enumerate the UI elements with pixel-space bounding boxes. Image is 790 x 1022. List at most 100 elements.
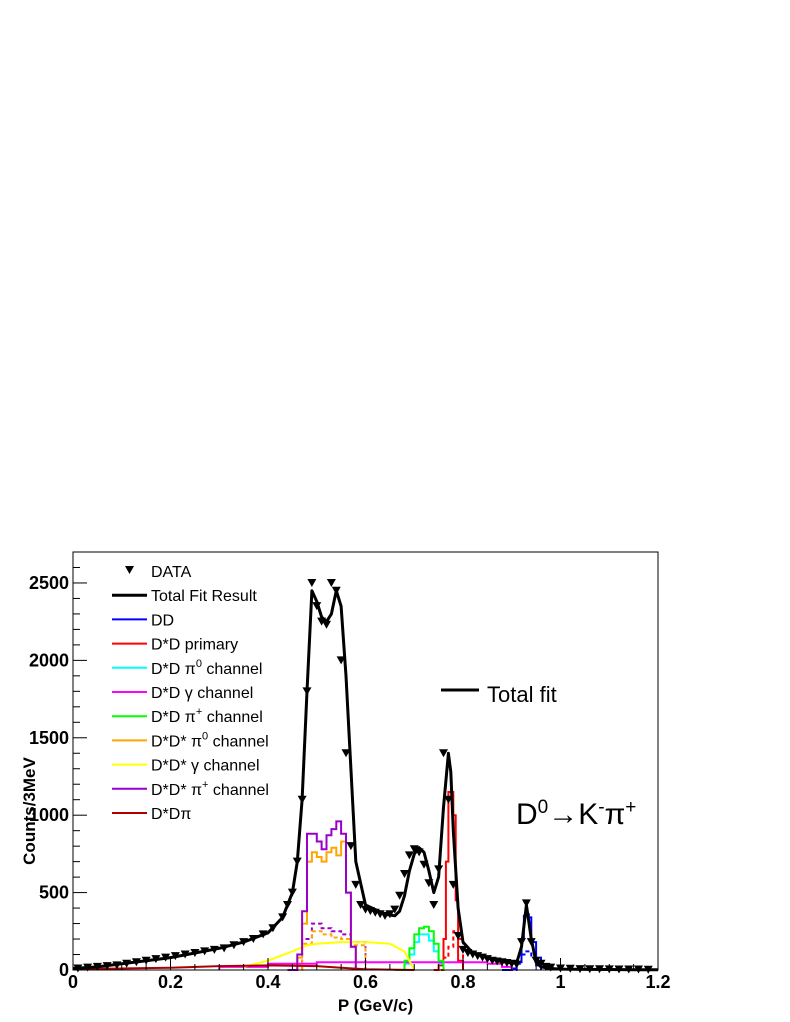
legend-item-dsd_pip: D*D π+ channel — [112, 706, 263, 726]
data-point — [209, 945, 219, 954]
data-point — [526, 938, 536, 947]
data-point — [341, 749, 351, 758]
x-tick-label-6: 1.2 — [645, 972, 670, 992]
data-point — [351, 880, 361, 889]
decay-arrow: → — [548, 798, 578, 831]
legend-item-dsd_gamma: D*D γ channel — [112, 685, 253, 702]
legend-label-main: D*D* γ channel — [151, 758, 260, 775]
x-tick-label-2: 0.4 — [255, 972, 280, 992]
data-point — [317, 617, 327, 626]
data-point — [180, 950, 190, 959]
data-point — [170, 952, 180, 961]
data-point — [131, 958, 141, 967]
legend-label-dsd_pi0: D*D π0 channel — [151, 658, 262, 678]
data-point — [565, 964, 575, 973]
y-tick-label-2: 1000 — [29, 805, 69, 825]
legend-label-sup: + — [196, 706, 202, 718]
legend-label-total: Total Fit Result — [151, 588, 257, 605]
data-point — [346, 842, 356, 851]
data-point — [439, 749, 448, 758]
data-point — [161, 953, 171, 962]
legend: DATA Total Fit Result DD D*D primary D*D π0 … — [112, 564, 269, 823]
data-point — [585, 965, 595, 974]
legend-label-main: D*D* π — [151, 733, 202, 750]
data-point — [395, 891, 405, 900]
legend-label-main: DD — [151, 612, 174, 629]
legend-item-dsd_primary: D*D primary — [112, 637, 238, 654]
data-point — [112, 961, 122, 970]
data-point — [190, 948, 200, 957]
y-tick-label-4: 2000 — [29, 650, 69, 670]
series-dsds_pip_dash — [287, 922, 367, 971]
data-point — [400, 870, 409, 879]
total-fit-annotation: Total fit — [441, 682, 557, 707]
data-point — [239, 938, 249, 947]
series-dsd_pip — [394, 925, 445, 971]
data-point — [443, 795, 453, 804]
x-tick-label-0: 0 — [68, 972, 78, 992]
data-point — [424, 879, 434, 888]
data-point — [258, 930, 268, 939]
data-point — [151, 955, 161, 964]
legend-label-sup: + — [202, 779, 208, 791]
y-tick-label-1: 500 — [39, 883, 69, 903]
legend-item-dsds_pi0: D*D* π0 channel — [112, 730, 269, 750]
data-point — [122, 959, 132, 968]
data-point — [268, 924, 278, 933]
legend-item-total: Total Fit Result — [112, 588, 257, 605]
series-dsds_pip — [287, 820, 357, 971]
legend-item-dd: DD — [112, 612, 174, 629]
legend-label-dsds_pip: D*D* π+ channel — [151, 779, 269, 799]
legend-label-sup: 0 — [196, 658, 202, 670]
data-point — [512, 960, 522, 969]
data-point — [595, 965, 604, 974]
legend-label-dsd_gamma: D*D γ channel — [151, 685, 253, 702]
data-point — [531, 956, 541, 965]
data-point — [102, 962, 112, 971]
data-point — [200, 947, 210, 956]
data-point — [385, 910, 395, 919]
data-point — [73, 964, 83, 973]
data-point — [575, 965, 585, 974]
legend-label-tail: channel — [202, 661, 263, 678]
x-tick-label-5: 1 — [555, 972, 565, 992]
data-point — [458, 945, 468, 954]
legend-label-main: D*D π — [151, 709, 196, 726]
legend-item-dsdpi: D*Dπ — [112, 806, 191, 823]
x-tick-label-1: 0.2 — [158, 972, 183, 992]
x-tick-label-3: 0.6 — [353, 972, 378, 992]
data-point — [536, 959, 546, 968]
decay-label: D0→K-π+ — [516, 797, 636, 831]
data-point — [292, 857, 302, 866]
data-point — [546, 963, 556, 972]
y-tick-label-3: 1500 — [29, 728, 69, 748]
data-point — [141, 956, 151, 965]
legend-label-main: D*Dπ — [151, 806, 191, 823]
legend-label-main: D*D* π — [151, 782, 202, 799]
axes-layer: 0 0.2 0.4 0.6 0.8 1 1.2 0 500 1000 1500 2000 2500 — [29, 566, 671, 992]
decay-pion-sup: + — [625, 797, 636, 818]
data-point — [409, 845, 419, 854]
data-point — [517, 938, 526, 947]
decay-parent: D — [516, 798, 538, 831]
y-tick-label-0: 0 — [59, 960, 69, 980]
data-point — [429, 900, 439, 909]
decay-kaon-sup: - — [598, 797, 604, 818]
data-point — [356, 900, 366, 909]
data-point — [326, 578, 336, 587]
x-axis-label: P (GeV/c) — [338, 996, 413, 1015]
data-point — [219, 944, 229, 953]
data-point — [453, 931, 463, 940]
legend-item-dsds_gamma: D*D* γ channel — [112, 758, 260, 775]
data-point — [312, 602, 322, 611]
decay-pion: π — [605, 798, 626, 831]
data-point — [297, 795, 307, 804]
legend-label-tail: channel — [208, 733, 269, 750]
data-point — [287, 888, 297, 897]
legend-label-main: D*D γ channel — [151, 685, 253, 702]
data-point — [448, 880, 458, 889]
series-dsd_pi0 — [394, 933, 445, 971]
legend-item-data: DATA — [125, 564, 192, 581]
legend-item-dsds_pip: D*D* π+ channel — [112, 779, 269, 799]
